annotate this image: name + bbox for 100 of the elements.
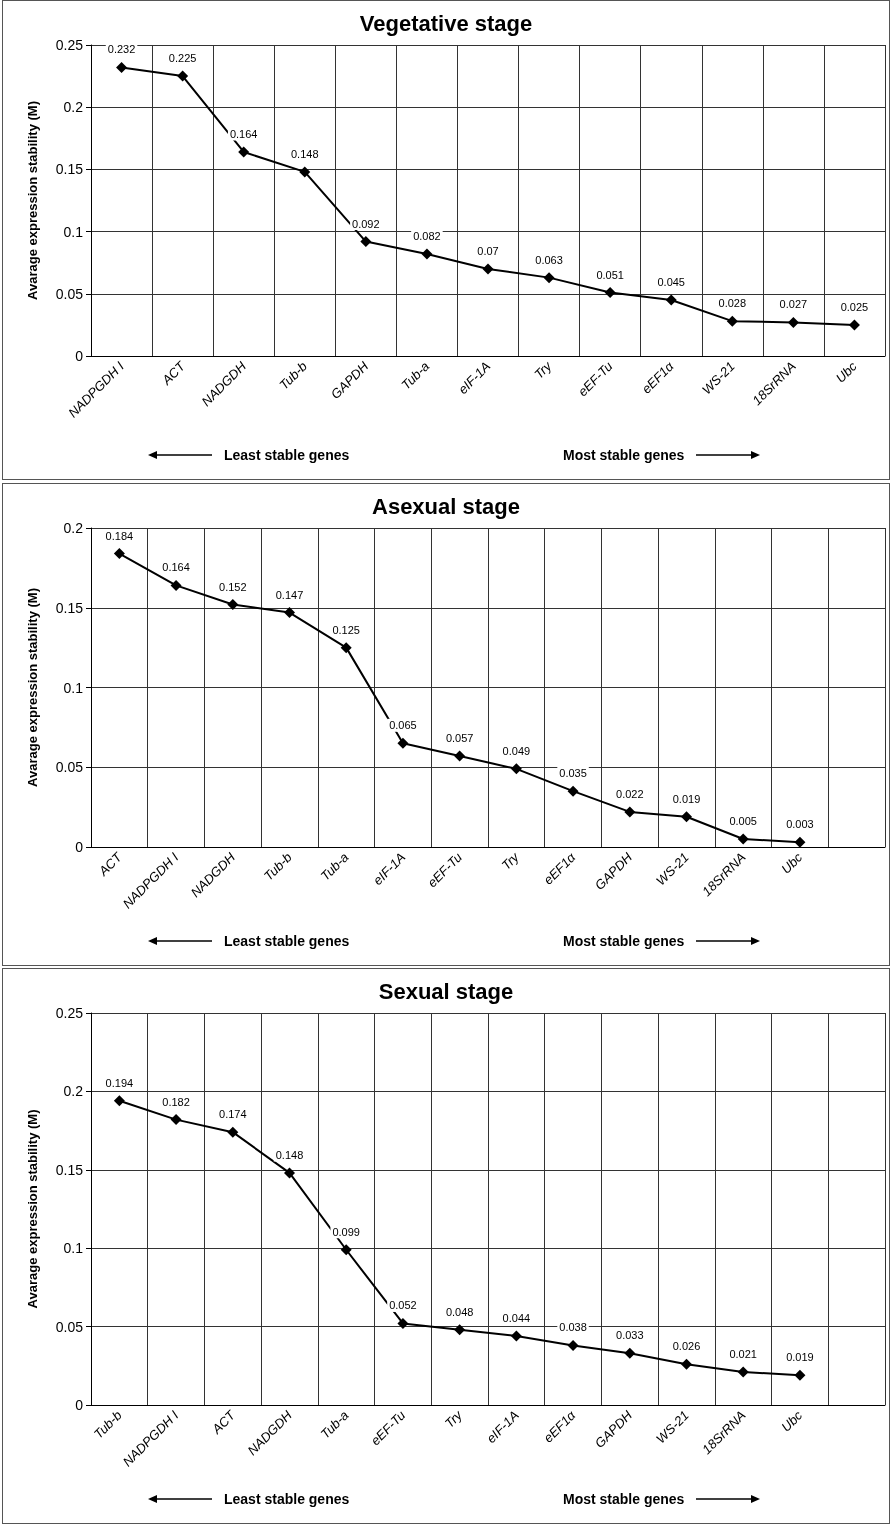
- data-label: 0.164: [229, 127, 258, 140]
- data-label: 0.07: [477, 244, 499, 257]
- data-label: 0.057: [445, 732, 474, 745]
- y-axis-title: Avarage expression stability (M): [25, 101, 40, 300]
- data-label: 0.164: [162, 561, 190, 574]
- x-tick-label: Ubc: [778, 1407, 806, 1435]
- point: [726, 315, 738, 327]
- y-tick-label: 0.1: [63, 679, 84, 696]
- data-label: 0.174: [219, 1108, 247, 1121]
- point: [737, 1366, 749, 1378]
- data-label: 0.182: [162, 1095, 190, 1108]
- point: [227, 1126, 239, 1138]
- data-label: 0.225: [168, 52, 197, 65]
- point: [397, 737, 409, 749]
- y-tick-label: 0.2: [63, 99, 84, 116]
- point: [604, 287, 616, 299]
- data-label: 0.027: [779, 298, 808, 311]
- point: [567, 785, 579, 797]
- y-tick-label: 0.1: [63, 223, 84, 240]
- point: [624, 806, 636, 818]
- point: [340, 1244, 352, 1256]
- x-tick-label: Ubc: [832, 358, 861, 386]
- data-label: 0.025: [840, 300, 869, 313]
- point: [510, 763, 522, 775]
- point: [284, 607, 295, 619]
- data-label: 0.045: [657, 276, 685, 289]
- data-label: 0.092: [352, 217, 380, 230]
- x-tick-label: Try: [498, 848, 523, 873]
- data-label: 0.044: [502, 1312, 531, 1325]
- text: Most stable genes: [563, 447, 685, 463]
- x-tick-label: Try: [531, 357, 556, 382]
- text: Least stable genes: [224, 1491, 350, 1507]
- data-label: 0.063: [535, 253, 563, 266]
- data-label: 0.033: [616, 1329, 644, 1342]
- chart-title: Vegetative stage: [359, 10, 533, 36]
- point: [170, 1114, 182, 1126]
- point: [510, 1330, 522, 1342]
- data-label: 0.038: [559, 1321, 587, 1334]
- y-tick-label: 0: [75, 348, 84, 364]
- y-tick-label: 0.15: [55, 1161, 84, 1178]
- y-axis-title: Avarage expression stability (M): [25, 588, 40, 787]
- data-label: 0.048: [445, 1305, 474, 1318]
- data-label: 0.021: [729, 1348, 757, 1361]
- y-tick-label: 0.05: [55, 285, 84, 302]
- point: [543, 272, 555, 284]
- point: [360, 236, 372, 248]
- point: [624, 1347, 636, 1359]
- text: Most stable genes: [563, 1491, 685, 1507]
- y-tick-label: 0.2: [63, 520, 84, 536]
- data-label: 0.194: [105, 1076, 134, 1089]
- point: [113, 1095, 125, 1107]
- point: [397, 1317, 409, 1329]
- point: [227, 599, 239, 611]
- data-label: 0.028: [718, 297, 747, 310]
- y-tick-label: 0.25: [55, 37, 84, 53]
- data-label: 0.019: [786, 1351, 814, 1364]
- point: [170, 579, 182, 591]
- y-axis-title: Avarage expression stability (M): [25, 1109, 40, 1309]
- text: Most stable genes: [563, 933, 685, 949]
- point: [794, 1369, 806, 1381]
- point: [681, 811, 692, 823]
- data-label: 0.147: [275, 588, 304, 601]
- data-label: 0.099: [332, 1225, 360, 1238]
- y-tick-label: 0.25: [55, 1005, 84, 1021]
- point: [284, 1167, 295, 1179]
- data-label: 0.148: [291, 147, 319, 160]
- text: Least stable genes: [224, 447, 350, 463]
- data-label: 0.003: [786, 818, 814, 831]
- point: [116, 61, 128, 73]
- y-tick-label: 0.15: [55, 599, 84, 616]
- point: [299, 166, 311, 178]
- point: [454, 1324, 466, 1336]
- y-tick-label: 0: [75, 1397, 84, 1413]
- y-tick-label: 0.05: [55, 759, 84, 776]
- point: [665, 294, 677, 306]
- data-label: 0.148: [275, 1148, 304, 1161]
- x-tick-label: Try: [441, 1406, 466, 1431]
- data-label: 0.049: [502, 744, 531, 757]
- data-label: 0.152: [219, 580, 247, 593]
- chart-title: Sexual stage: [378, 978, 514, 1004]
- point: [737, 833, 749, 845]
- point: [482, 263, 494, 275]
- point: [567, 1339, 579, 1351]
- data-label: 0.184: [105, 529, 134, 542]
- data-label: 0.232: [107, 43, 136, 56]
- data-label: 0.035: [559, 767, 587, 780]
- data-label: 0.125: [332, 623, 360, 636]
- data-label: 0.019: [672, 792, 701, 805]
- chart-title: Asexual stage: [372, 493, 520, 519]
- point: [848, 319, 860, 331]
- point: [113, 548, 125, 560]
- y-tick-label: 0.15: [55, 161, 84, 178]
- data-label: 0.022: [616, 787, 644, 800]
- point: [787, 316, 799, 328]
- point: [238, 146, 250, 158]
- data-label: 0.082: [413, 229, 441, 242]
- y-tick-label: 0.2: [63, 1083, 84, 1100]
- data-label: 0.051: [596, 268, 624, 281]
- text: Least stable genes: [224, 933, 350, 949]
- data-label: 0.026: [672, 1340, 701, 1353]
